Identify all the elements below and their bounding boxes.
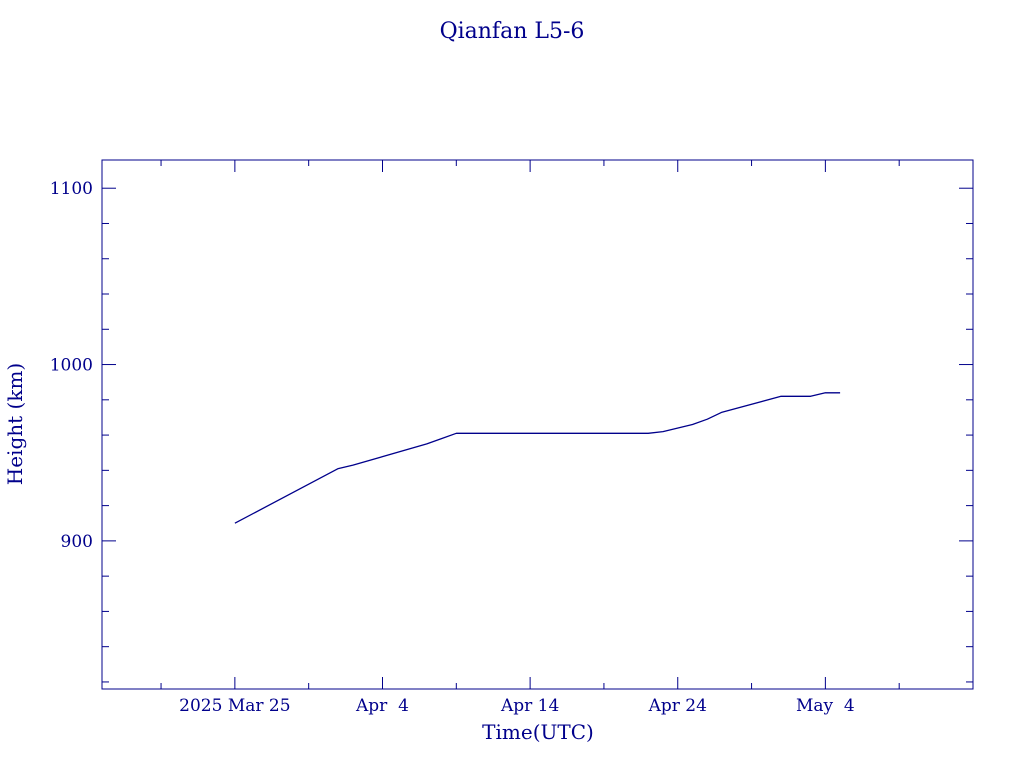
x-tick-label: Apr 24 <box>648 696 707 716</box>
data-series <box>234 392 841 524</box>
x-axis-label: Time(UTC) <box>482 720 594 744</box>
y-tick-labels: 900 1000 1100 <box>50 179 93 552</box>
height-line <box>234 392 841 524</box>
y-axis-label: Height (km) <box>3 363 27 485</box>
x-tick-label: Apr 14 <box>500 696 559 716</box>
y-tick-label: 1100 <box>50 179 93 199</box>
axis-ticks <box>102 160 973 689</box>
plot-frame <box>101 159 974 690</box>
x-tick-label: 2025 Mar 25 <box>179 696 290 716</box>
x-tick-labels: 2025 Mar 25 Apr 4 Apr 14 Apr 24 May 4 <box>179 696 855 716</box>
y-tick-label: 1000 <box>50 356 93 376</box>
chart-title: Qianfan L5-6 <box>440 19 585 44</box>
x-tick-label: May 4 <box>796 696 855 716</box>
y-tick-label: 900 <box>61 532 93 552</box>
x-tick-label: Apr 4 <box>355 696 409 716</box>
